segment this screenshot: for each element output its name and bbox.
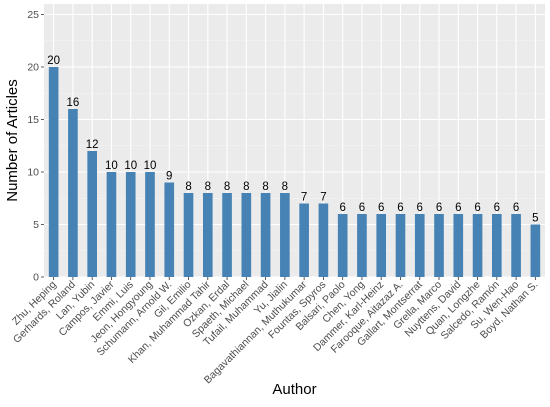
bar-value-label: 8: [205, 181, 211, 193]
y-tick-label: 20: [27, 62, 39, 74]
bar-value-label: 8: [224, 181, 230, 193]
bar-value-label: 6: [359, 202, 365, 214]
bar-value-label: 6: [417, 202, 423, 214]
bar-value-label: 8: [185, 181, 191, 193]
y-axis-title: Number of Articles: [4, 79, 21, 202]
bar: [183, 193, 194, 277]
bar: [414, 214, 425, 277]
bar-value-label: 16: [67, 97, 80, 109]
y-tick-label: 5: [33, 219, 39, 231]
bar: [125, 172, 136, 277]
bar-value-label: 10: [105, 160, 118, 172]
bar-value-label: 6: [436, 202, 442, 214]
bar: [202, 193, 213, 277]
bar-value-label: 7: [320, 192, 326, 204]
bar-value-label: 6: [474, 202, 480, 214]
bar: [241, 193, 252, 277]
x-axis-title: Author: [272, 381, 316, 398]
bar-value-label: 8: [262, 181, 268, 193]
bar: [68, 109, 78, 277]
bar-value-label: 7: [301, 192, 307, 204]
bar: [48, 67, 59, 277]
bar: [376, 214, 387, 277]
bar: [260, 193, 271, 277]
y-tick-label: 10: [27, 167, 39, 179]
bar-value-label: 6: [339, 202, 345, 214]
bar: [357, 214, 367, 277]
bar: [395, 214, 406, 277]
y-tick-label: 0: [33, 272, 39, 284]
bar: [222, 193, 232, 277]
y-axis-ticks: 0 5 10 15 20 25: [27, 9, 44, 284]
bar: [492, 214, 502, 277]
bar: [318, 203, 329, 277]
y-tick-label: 15: [27, 114, 39, 126]
bar: [106, 172, 117, 277]
data-labels: 20 16 12 10 10 10 9 8 8 8 8 8 8 7 7 6 6 6 6 6 6 6 6 6 6 5: [47, 55, 538, 225]
plot-panel: [44, 4, 545, 277]
bar: [530, 224, 541, 277]
bar-value-label: 10: [124, 160, 137, 172]
bar: [87, 151, 97, 277]
bar-value-label: 10: [144, 160, 157, 172]
bar-value-label: 6: [397, 202, 403, 214]
bar: [472, 214, 483, 277]
bar: [145, 172, 155, 277]
bar-value-label: 6: [494, 202, 500, 214]
bar-value-label: 5: [532, 213, 538, 225]
bar-value-label: 6: [455, 202, 461, 214]
bar-value-label: 20: [47, 55, 60, 67]
bar-value-label: 6: [378, 202, 384, 214]
bar: [511, 214, 521, 277]
bar: [280, 193, 290, 277]
bar-value-label: 8: [243, 181, 249, 193]
bar-value-label: 12: [86, 139, 99, 151]
bar: [299, 203, 309, 277]
bars: [48, 67, 541, 277]
bar-value-label: 6: [513, 202, 519, 214]
bar: [337, 214, 348, 277]
bar: [453, 214, 464, 277]
y-tick-label: 25: [27, 9, 39, 21]
bar: [164, 182, 175, 277]
bar: [434, 214, 444, 277]
bar-value-label: 8: [282, 181, 288, 193]
bar-value-label: 9: [166, 171, 172, 183]
